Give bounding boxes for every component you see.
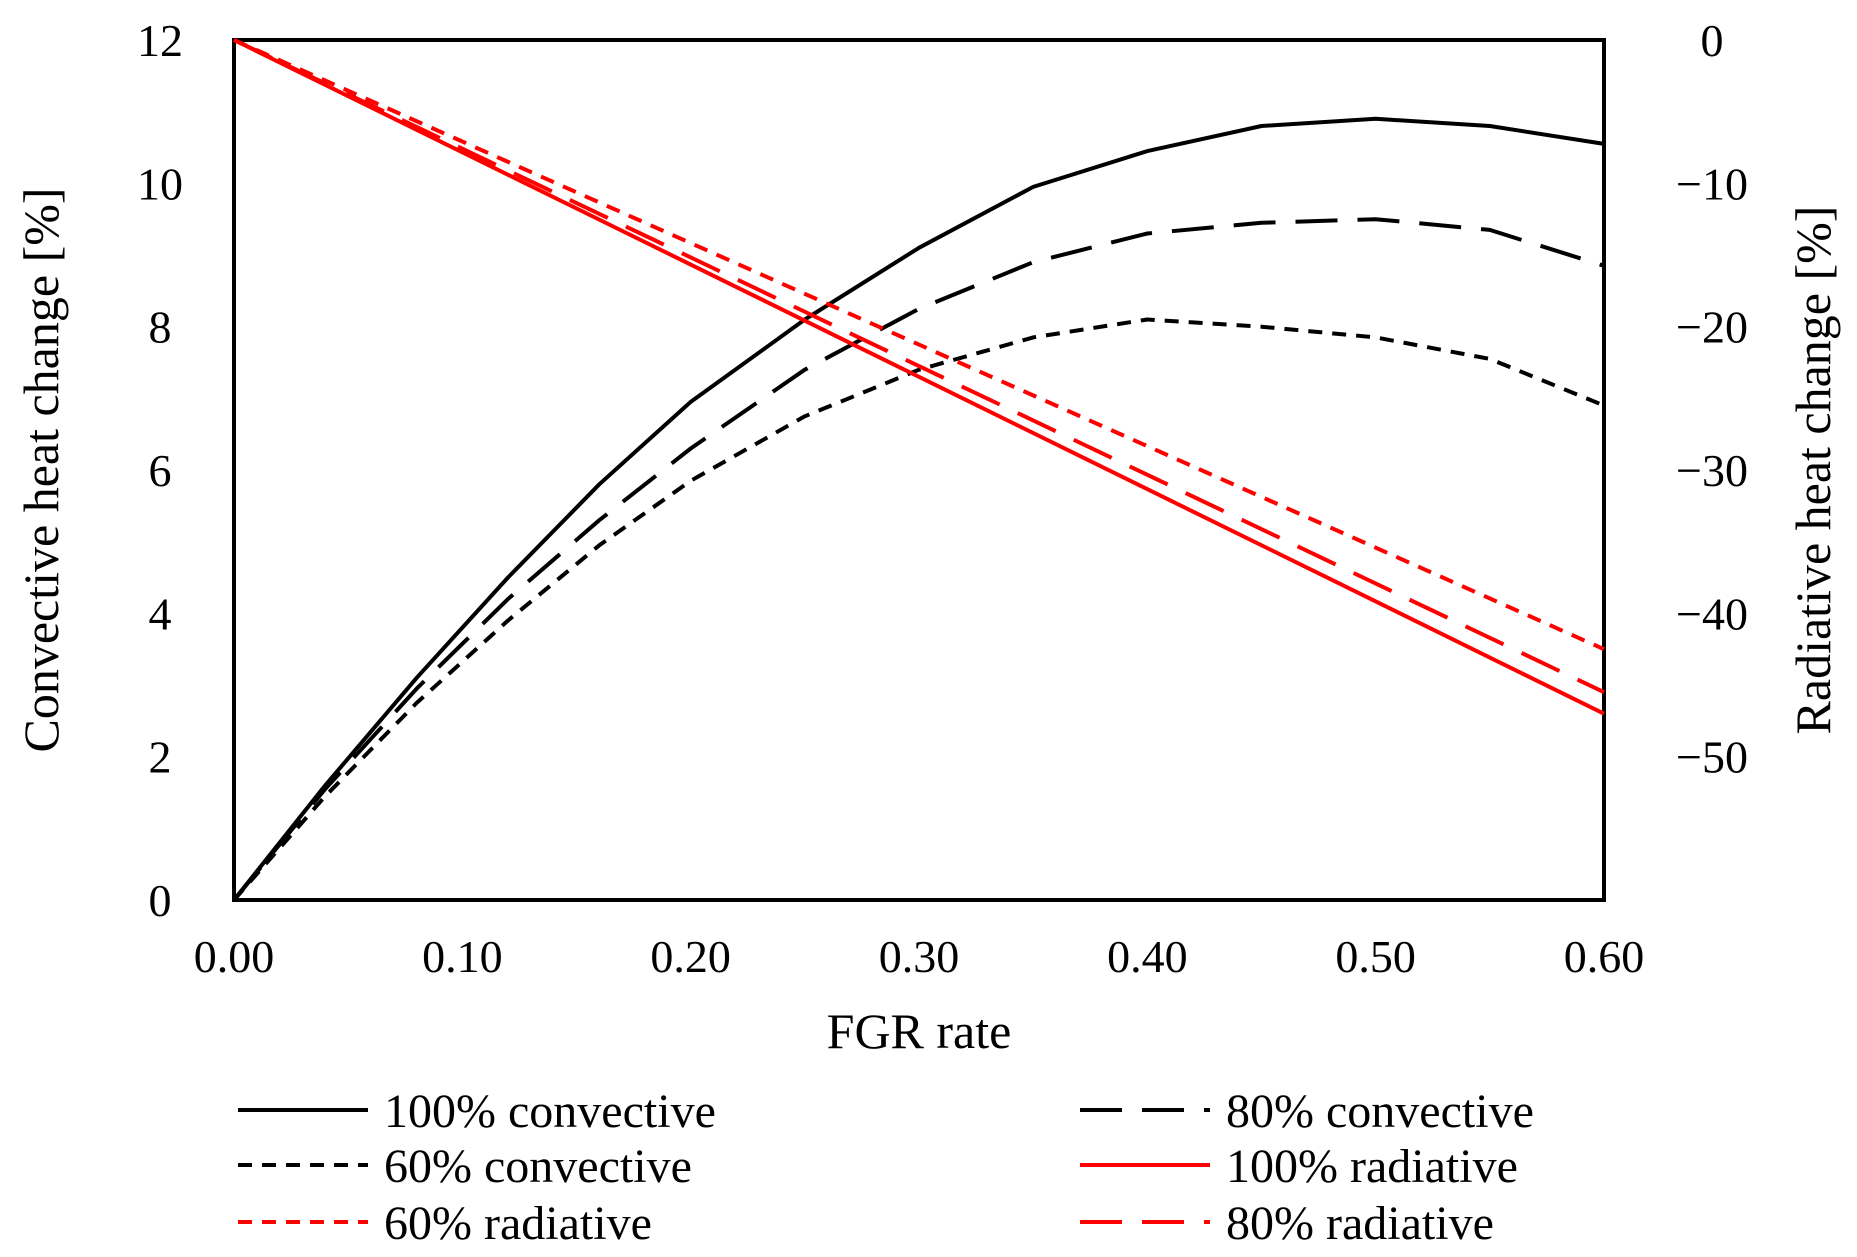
y-right-tick-label: −30 [1676, 445, 1748, 496]
legend: 100% convective 80% convective 60% convect… [238, 1085, 1534, 1250]
series-line-60-convective [232, 317, 1605, 902]
series-line-60-radiative [233, 38, 1605, 652]
y-right-axis-title: Radiative heat change [%] [1785, 206, 1841, 735]
y-left-tick-label: 4 [149, 588, 172, 639]
x-tick-label: 0.50 [1335, 931, 1416, 982]
y-left-tick-label: 0 [149, 875, 172, 926]
legend-label-100-radiative: 100% radiative [1226, 1140, 1518, 1193]
x-tick-label: 0.30 [879, 931, 960, 982]
x-tick-label: 0.10 [422, 931, 503, 982]
legend-label-80-radiative: 80% radiative [1226, 1197, 1494, 1250]
legend-label-80-convective: 80% convective [1226, 1085, 1534, 1138]
x-tick-labels: 0.00 0.10 0.20 0.30 0.40 0.50 0.60 [194, 931, 1645, 982]
series-line-100-radiative [233, 38, 1605, 716]
y-right-tick-label: −20 [1676, 302, 1748, 353]
y-left-tick-labels: 0 2 4 6 8 10 12 [137, 15, 183, 926]
y-right-tick-label: −40 [1676, 588, 1748, 639]
legend-label-100-convective: 100% convective [384, 1085, 716, 1138]
y-left-tick-label: 2 [149, 732, 172, 783]
legend-label-60-convective: 60% convective [384, 1140, 692, 1193]
y-right-tick-label: 0 [1701, 15, 1724, 66]
y-right-tick-labels: 0 −10 −20 −30 −40 −50 [1676, 15, 1748, 783]
legend-label-60-radiative: 60% radiative [384, 1197, 652, 1250]
y-left-axis-title: Convective heat change [%] [13, 187, 69, 752]
y-left-tick-label: 8 [149, 302, 172, 353]
y-left-tick-label: 6 [149, 445, 172, 496]
x-tick-label: 0.00 [194, 931, 275, 982]
y-left-tick-label: 12 [137, 15, 183, 66]
y-right-tick-label: −10 [1676, 158, 1748, 209]
x-tick-label: 0.60 [1564, 931, 1645, 982]
series-lines [232, 38, 1605, 902]
series-line-80-radiative [233, 38, 1605, 695]
x-tick-label: 0.20 [650, 931, 731, 982]
y-left-tick-label: 10 [137, 158, 183, 209]
x-tick-label: 0.40 [1107, 931, 1188, 982]
plot-frame [232, 38, 1606, 902]
x-axis-title: FGR rate [827, 1003, 1012, 1059]
series-line-100-convective [232, 116, 1605, 902]
y-right-tick-label: −50 [1676, 732, 1748, 783]
